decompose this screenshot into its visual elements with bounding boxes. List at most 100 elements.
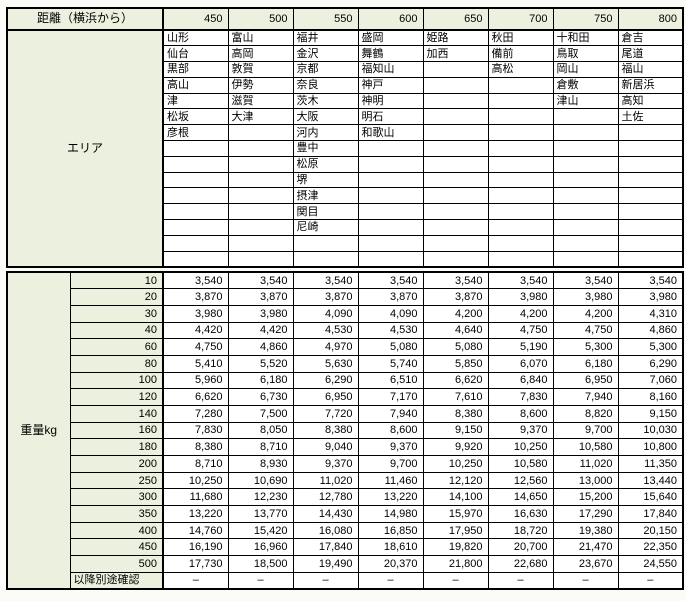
area-cell-empty	[487, 155, 554, 173]
distance-header-650: 650	[422, 7, 489, 31]
price-cell: 4,530	[292, 321, 359, 340]
distance-header-label: 距離（横浜から）	[6, 7, 164, 31]
price-cell: 3,980	[227, 304, 294, 323]
weight-value-100: 100	[69, 371, 164, 390]
area-cell-empty	[357, 140, 424, 157]
price-cell: 3,870	[422, 288, 489, 306]
price-cell: 3,540	[422, 271, 489, 290]
price-cell: 14,760	[162, 521, 229, 540]
weight-value-250: 250	[69, 471, 164, 490]
price-cell: 17,730	[162, 555, 229, 573]
price-cell: 21,470	[552, 538, 619, 557]
price-cell: 3,980	[487, 288, 554, 306]
area-cell-神明: 神明	[357, 92, 424, 110]
price-cell: 3,540	[292, 271, 359, 290]
price-cell: 6,950	[552, 371, 619, 390]
area-cell-富山: 富山	[227, 29, 294, 47]
weight-value-30: 30	[69, 304, 164, 323]
weight-row-100: 100 5,960 6,180 6,290 6,510 6,620 6,840 6,950 7,…	[7, 371, 684, 390]
area-cell-大阪: 大阪	[292, 108, 359, 126]
area-cell-empty	[487, 76, 554, 94]
weight-value-10: 10	[69, 271, 164, 290]
area-cell-摂津: 摂津	[292, 187, 359, 205]
price-cell: 19,490	[292, 555, 359, 573]
weight-row-500: 500 17,730 18,500 19,490 20,370 21,800 22,680 2…	[7, 555, 684, 573]
price-cell: 12,780	[292, 488, 359, 507]
area-cell-empty	[227, 187, 294, 205]
price-cell: 8,600	[487, 404, 554, 423]
area-cell-empty	[422, 140, 489, 157]
weight-section-label: 重量kg	[6, 271, 71, 590]
price-cell: 20,700	[487, 538, 554, 557]
price-cell: 3,980	[162, 304, 229, 323]
price-cell: 5,960	[162, 371, 229, 390]
area-cell-empty	[357, 187, 424, 205]
area-cell-empty	[162, 171, 229, 189]
price-cell: 22,680	[487, 555, 554, 573]
area-cell-empty	[422, 76, 489, 94]
area-cell-高岡: 高岡	[227, 45, 294, 63]
price-cell-none: –	[162, 571, 229, 590]
distance-header-700: 700	[487, 7, 554, 31]
area-cell-empty	[227, 219, 294, 236]
area-cell-倉敷: 倉敷	[552, 76, 619, 94]
area-cell-備前: 備前	[487, 45, 554, 63]
price-cell: 5,850	[422, 354, 489, 373]
price-cell: 8,710	[162, 455, 229, 473]
area-cell-尼崎: 尼崎	[292, 219, 359, 236]
price-cell-none: –	[552, 571, 619, 590]
price-cell: 3,980	[552, 288, 619, 306]
area-cell-empty	[552, 250, 619, 268]
area-cell-empty	[162, 234, 229, 252]
weight-value-80: 80	[69, 354, 164, 373]
price-cell: 10,250	[422, 455, 489, 473]
price-cell: 14,980	[357, 505, 424, 523]
price-cell: 18,610	[357, 538, 424, 557]
price-cell: 16,850	[357, 521, 424, 540]
price-cell: 16,190	[162, 538, 229, 557]
area-cell-京都: 京都	[292, 61, 359, 78]
weight-row-350: 350 13,220 13,770 14,430 14,980 15,970 16,630 1…	[7, 505, 684, 523]
price-cell: 9,150	[422, 421, 489, 440]
weight-value-450: 450	[69, 538, 164, 557]
price-cell: 4,420	[227, 321, 294, 340]
price-cell: 7,280	[162, 404, 229, 423]
price-cell: 6,180	[552, 354, 619, 373]
area-cell-土佐: 土佐	[617, 108, 684, 126]
weight-value-60: 60	[69, 338, 164, 356]
weight-value-200: 200	[69, 455, 164, 473]
weight-row-250: 250 10,250 10,690 11,020 11,460 12,120 12,560 1…	[7, 471, 684, 490]
price-cell: 8,710	[227, 438, 294, 457]
area-cell-empty	[422, 92, 489, 110]
price-cell-none: –	[357, 571, 424, 590]
area-cell-鳥取: 鳥取	[552, 45, 619, 63]
price-cell: 13,770	[227, 505, 294, 523]
weight-value-500: 500	[69, 555, 164, 573]
price-cell: 8,930	[227, 455, 294, 473]
price-cell: 3,870	[227, 288, 294, 306]
weight-row-80: 80 5,410 5,520 5,630 5,740 5,850 6,070 6,180 6,2…	[7, 354, 684, 373]
area-cell-empty	[617, 155, 684, 173]
price-cell: 8,380	[292, 421, 359, 440]
area-cell-empty	[422, 203, 489, 221]
area-cell-empty	[357, 155, 424, 173]
area-cell-empty	[487, 140, 554, 157]
area-cell-empty	[552, 171, 619, 189]
price-cell: 7,170	[357, 388, 424, 406]
price-cell: 11,460	[357, 471, 424, 490]
price-cell: 9,040	[292, 438, 359, 457]
area-cell-empty	[292, 234, 359, 252]
weight-value-180: 180	[69, 438, 164, 457]
price-cell: 19,380	[552, 521, 619, 540]
weight-row-160: 160 7,830 8,050 8,380 8,600 9,150 9,370 9,700 10…	[7, 421, 684, 440]
price-cell: 16,630	[487, 505, 554, 523]
price-cell: 18,720	[487, 521, 554, 540]
price-cell: 4,860	[617, 321, 684, 340]
distance-header-800: 800	[617, 7, 684, 31]
area-cell-松原: 松原	[292, 155, 359, 173]
area-cell-福井: 福井	[292, 29, 359, 47]
area-cell-福山: 福山	[617, 61, 684, 78]
area-cell-empty	[617, 234, 684, 252]
distance-header-600: 600	[357, 7, 424, 31]
area-cell-empty	[422, 61, 489, 78]
